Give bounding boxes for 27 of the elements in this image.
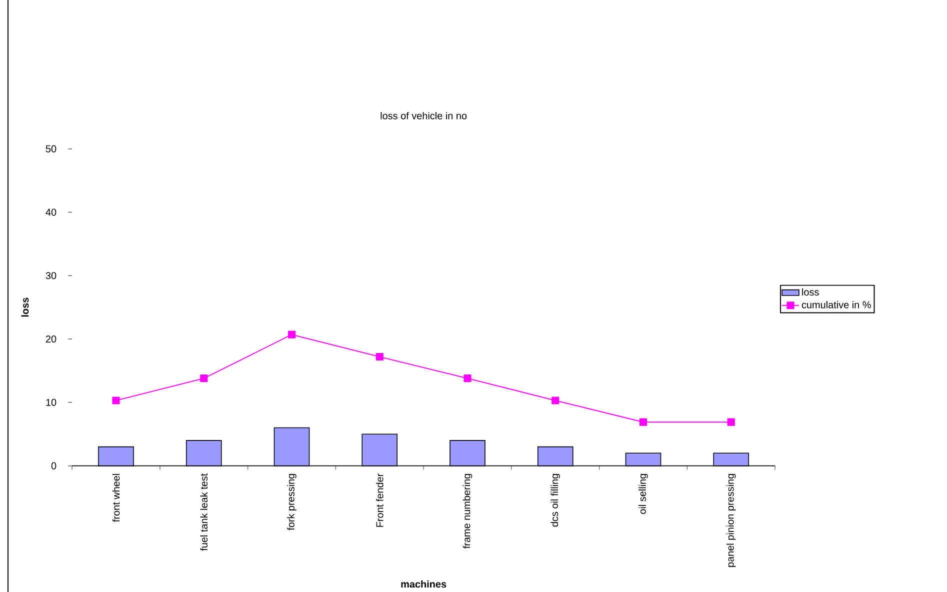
point <box>376 352 384 361</box>
x-tick-label: fork pressing <box>287 474 296 530</box>
x-tick-label: front wheel <box>112 474 120 522</box>
y-tick-label: 40 <box>46 208 56 216</box>
point <box>112 396 120 404</box>
y-tick-label: 20 <box>46 336 56 343</box>
x-tick-label: oil selling <box>638 474 648 514</box>
y-tick-label: 10 <box>46 398 56 406</box>
point <box>639 418 648 426</box>
y-tick-label: 0 <box>51 462 56 470</box>
point <box>552 396 560 404</box>
y-tick-label: 30 <box>46 272 56 280</box>
legend-label: cumulative in % <box>802 301 871 308</box>
chart-title: loss of vehicle in no <box>380 112 467 120</box>
x-tick-label: Front fender <box>376 474 384 527</box>
x-tick-label: dcs oil filling <box>550 474 560 527</box>
x-axis-title: machines <box>401 580 446 588</box>
y-tick-label: 50 <box>46 145 56 152</box>
y-axis-title: loss <box>21 298 29 317</box>
x-tick-label: frame numbering <box>462 474 472 549</box>
point <box>464 374 472 382</box>
x-tick-label: fuel tank leak test <box>200 473 208 551</box>
point <box>200 374 208 382</box>
legend-label: loss <box>802 288 819 296</box>
point <box>727 418 735 426</box>
x-tick-label: panel pinion pressing <box>726 474 736 567</box>
point <box>288 330 296 338</box>
